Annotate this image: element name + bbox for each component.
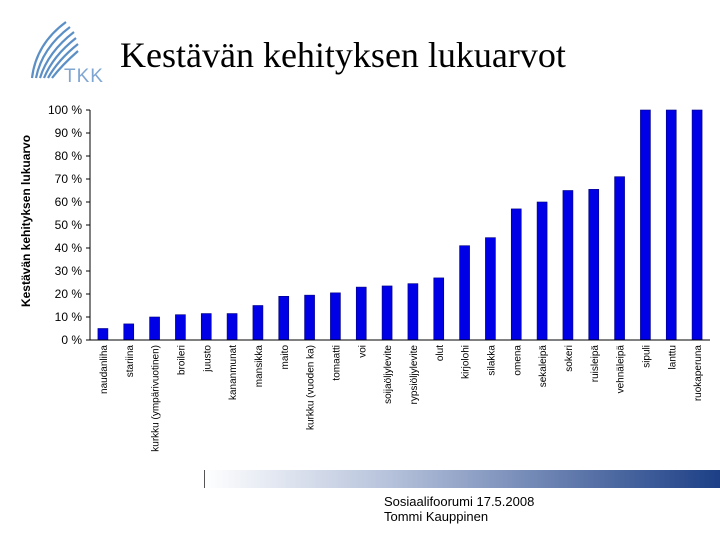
- y-tick-label: 20 %: [55, 287, 83, 301]
- y-axis-title: Kestävän kehityksen lukuarvo: [19, 135, 33, 307]
- bar: [226, 313, 238, 341]
- slide-title: Kestävän kehityksen lukuarvot: [120, 35, 566, 75]
- y-tick-label: 10 %: [55, 310, 83, 324]
- x-tick-label: voi: [357, 345, 368, 358]
- y-tick-label: 100 %: [48, 103, 82, 117]
- footer-gradient-bar: [204, 470, 720, 488]
- bar: [200, 313, 212, 341]
- bar: [381, 285, 393, 341]
- x-tick-label: ruokaperuna: [693, 345, 704, 402]
- x-tick-label: soijaöljylevite: [383, 345, 394, 404]
- x-tick-label: ruisleipä: [590, 345, 601, 383]
- y-tick-label: 90 %: [55, 126, 83, 140]
- bar: [588, 189, 600, 341]
- y-tick-label: 50 %: [55, 218, 83, 232]
- bar: [123, 323, 135, 341]
- bar: [330, 292, 341, 341]
- x-tick-label: stariina: [125, 345, 136, 378]
- bar: [536, 201, 548, 341]
- bar: [485, 237, 496, 341]
- bar: [175, 314, 186, 341]
- footer-bar-edge: [204, 470, 205, 488]
- bar: [407, 283, 419, 341]
- bar: [278, 295, 290, 341]
- x-tick-label: kurkku (ympärivuotinen): [151, 345, 162, 452]
- x-tick-label: vehnäleipä: [616, 345, 627, 394]
- x-tick-label: maito: [280, 345, 291, 370]
- x-tick-label: silakka: [486, 345, 497, 376]
- x-tick-label: juusto: [202, 345, 213, 373]
- footer: Sosiaalifoorumi 17.5.2008 Tommi Kauppine…: [384, 494, 534, 524]
- y-tick-label: 70 %: [55, 172, 83, 186]
- bar: [510, 208, 522, 341]
- x-tick-label: sokeri: [564, 345, 575, 372]
- tkk-logo: TKK: [30, 21, 104, 87]
- x-tick-label: kurkku (vuoden ka): [306, 345, 317, 430]
- bar: [149, 316, 160, 341]
- x-tick-label: naudanliha: [99, 345, 110, 394]
- bar-chart: Kestävän kehityksen lukuarvo 0 % 10 % 20 %…: [19, 103, 710, 452]
- bar: [252, 305, 264, 341]
- bar: [665, 109, 677, 341]
- bar: [562, 190, 574, 341]
- bar: [691, 109, 703, 341]
- bar: [433, 277, 445, 341]
- y-tick-label: 60 %: [55, 195, 83, 209]
- bar: [640, 109, 651, 341]
- x-tick-label: mansikka: [254, 345, 265, 388]
- y-tick-label: 30 %: [55, 264, 83, 278]
- footer-author: Tommi Kauppinen: [384, 509, 489, 524]
- x-tick-label: kananmunat: [228, 345, 239, 400]
- bar: [97, 328, 109, 341]
- x-tick-label: rypsiöljylevite: [409, 345, 420, 405]
- x-tick-label: lanttu: [667, 345, 678, 369]
- x-tick-label: sekaleipä: [538, 345, 549, 388]
- bar: [459, 245, 470, 341]
- y-tick-label: 40 %: [55, 241, 83, 255]
- x-tick-label: broileri: [176, 345, 187, 375]
- tkk-logo-emblem-icon: [30, 21, 79, 79]
- y-tick-label: 0 %: [61, 333, 82, 347]
- x-tick-label: sipuli: [641, 345, 652, 368]
- x-tick-label: olut: [435, 345, 446, 361]
- bar: [614, 176, 625, 341]
- tkk-logo-text: TKK: [64, 66, 104, 87]
- x-tick-label: omena: [512, 345, 523, 376]
- bar: [304, 294, 315, 341]
- bar: [355, 286, 367, 341]
- footer-event: Sosiaalifoorumi 17.5.2008: [384, 494, 535, 509]
- x-tick-label: tomaatti: [331, 345, 342, 381]
- x-tick-label: kirjolohi: [461, 345, 472, 379]
- y-tick-label: 80 %: [55, 149, 83, 163]
